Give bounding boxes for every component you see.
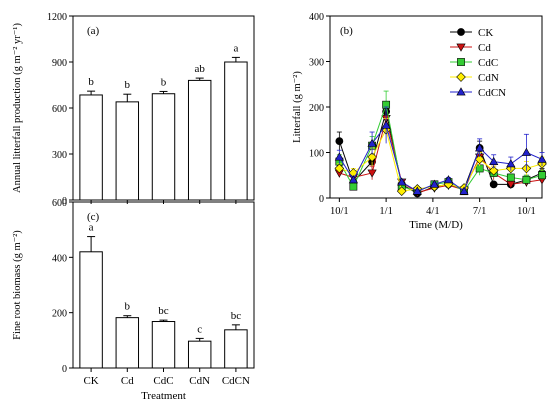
data-point-CdCN	[443, 175, 454, 184]
panel-label: (a)	[87, 25, 100, 37]
x-axis-label: Time (M/D)	[409, 219, 463, 231]
legend-marker-CK	[457, 28, 465, 36]
x-tick-label: CdC	[153, 375, 173, 387]
y-tick-label: 1200	[47, 12, 67, 23]
data-point-CdCN	[475, 143, 485, 152]
bar-CdCN	[224, 61, 248, 201]
panel-label: (c)	[87, 211, 100, 223]
y-tick-label: 300	[309, 58, 324, 69]
significance-letter: ab	[195, 63, 206, 75]
legend-label: Cd	[478, 42, 491, 54]
legend-label: CdCN	[478, 87, 506, 99]
significance-letter: b	[161, 76, 167, 88]
x-tick-label: CK	[83, 375, 98, 387]
y-tick-label: 900	[52, 58, 67, 69]
data-point-CdN	[396, 186, 407, 196]
significance-letter: c	[197, 323, 202, 335]
legend-marker-CdN	[456, 72, 466, 82]
data-point-CdN	[367, 152, 377, 162]
y-tick-label: 100	[309, 149, 324, 160]
bar-CK	[79, 251, 103, 369]
y-axis-label: Annual litterfall production (g m⁻² yr⁻¹…	[12, 23, 23, 193]
data-point-CdCN	[412, 186, 422, 195]
data-point-CdN	[474, 154, 485, 165]
x-tick-label: 10/1	[517, 206, 536, 217]
y-tick-label: 300	[52, 150, 67, 161]
significance-letter: bc	[231, 310, 242, 322]
x-axis-label: Treatment	[141, 390, 186, 402]
data-point-CdCN	[459, 186, 469, 195]
data-point-CdCN	[367, 138, 377, 147]
bar-CdCN	[224, 329, 248, 369]
series-line-CdCN	[338, 124, 543, 192]
series-CdC	[335, 90, 546, 196]
y-tick-label: 200	[52, 309, 67, 320]
legend-marker-CdC	[457, 58, 465, 66]
bar-CdN	[187, 79, 212, 201]
data-point-CdCN	[521, 147, 532, 156]
data-point-CdC	[506, 173, 515, 182]
legend: CK Cd CdC CdN CdCN	[450, 27, 506, 99]
y-tick-label: 0	[62, 364, 67, 375]
legend-marker-Cd	[456, 43, 466, 52]
y-tick-label: 0	[62, 196, 67, 207]
y-tick-label: 400	[309, 12, 324, 23]
data-point-CdC	[538, 171, 546, 180]
significance-letter: bc	[158, 305, 169, 317]
x-tick-label: 4/1	[426, 206, 439, 217]
panel-a: 0 300 600 900 1200 b b b ab a (a) Annual litterfall…	[12, 12, 255, 207]
legend-marker-CdCN	[456, 87, 466, 96]
data-point-CdCN	[429, 179, 440, 188]
bar-CK	[79, 94, 103, 201]
series-CdCN	[334, 106, 547, 195]
data-point-CK	[335, 137, 344, 146]
bar-CdN	[187, 340, 212, 369]
y-tick-label: 0	[319, 194, 324, 205]
bar-CdC	[151, 321, 176, 369]
data-point-Cd	[367, 169, 377, 178]
significance-letter: a	[233, 42, 238, 54]
panel-b: 0 100 200 300 400 10/1 1/1 4/1 7/1 10/1 Time (M/D)…	[292, 12, 547, 231]
panel-c: 0 200 400 600 a CK b Cd bc CdC c CdN bc CdCN (c) Fine r…	[12, 198, 255, 402]
significance-letter: b	[125, 79, 131, 91]
y-axis-label: Litterfall (g m⁻²)	[292, 71, 303, 143]
y-tick-label: 600	[52, 104, 67, 115]
data-point-CdCN	[489, 156, 499, 165]
data-point-CdCN	[381, 120, 391, 129]
data-point-CdN	[334, 163, 345, 174]
x-tick-label: CdN	[189, 375, 210, 387]
data-point-CdCN	[397, 177, 407, 186]
legend-label: CdN	[478, 72, 499, 84]
data-point-CdN	[488, 165, 499, 176]
x-tick-label: CdCN	[222, 375, 250, 387]
x-tick-label: 1/1	[379, 206, 392, 217]
significance-letter: b	[125, 301, 131, 313]
data-point-CdC	[522, 175, 531, 184]
series-CdN	[334, 117, 547, 196]
bar-Cd	[115, 317, 140, 369]
data-point-CdCN	[348, 175, 358, 184]
x-tick-label: 10/1	[330, 206, 349, 217]
data-point-CdCN	[537, 154, 547, 163]
legend-label: CdC	[478, 57, 498, 69]
significance-letter: a	[89, 222, 94, 234]
data-point-CK	[489, 180, 498, 189]
y-tick-label: 200	[309, 103, 324, 114]
data-point-CdCN	[334, 152, 344, 161]
y-tick-label: 600	[52, 198, 67, 209]
significance-letter: b	[88, 76, 94, 88]
data-point-CdC	[349, 182, 358, 191]
y-axis-label: Fine root biomass (g m⁻²)	[12, 230, 23, 340]
legend-label: CK	[478, 27, 493, 39]
y-tick-label: 400	[52, 253, 67, 264]
x-tick-label: Cd	[121, 375, 134, 387]
bar-CdC	[151, 93, 176, 201]
panel-label: (b)	[340, 25, 353, 37]
data-point-CdCN	[506, 159, 516, 168]
bar-Cd	[115, 101, 140, 201]
x-tick-label: 7/1	[473, 206, 486, 217]
